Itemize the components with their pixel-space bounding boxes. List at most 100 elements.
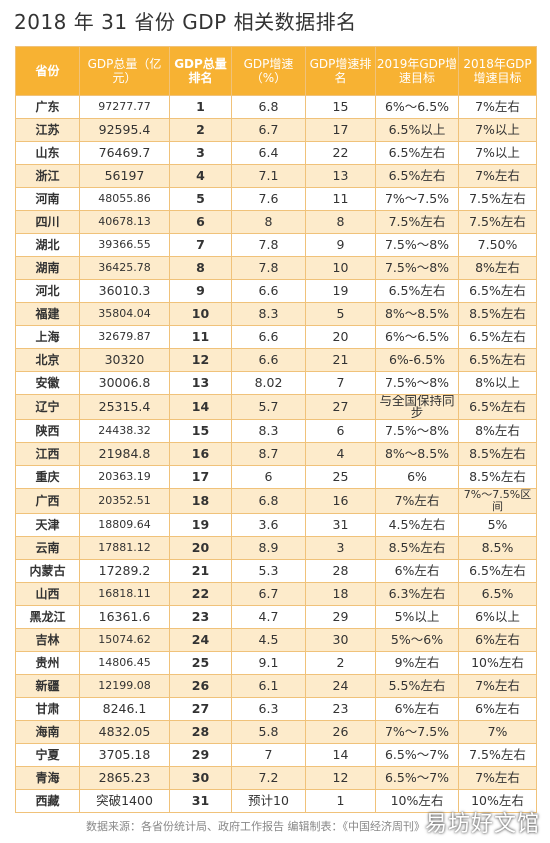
cell-gdp-rank: 18 (169, 488, 232, 514)
cell-target-2019: 6%左右 (375, 559, 459, 583)
cell-growth-rank: 13 (305, 164, 376, 188)
cell-target-2019: 6.3%左右 (375, 582, 459, 606)
cell-target-2018: 7% (458, 720, 537, 744)
table-row: 山西 16818.11 22 6.7 18 6.3%左右 6.5% (15, 582, 537, 606)
cell-growth-rank: 23 (305, 697, 376, 721)
cell-gdp-total: 30006.8 (79, 371, 170, 395)
cell-gdp-growth: 7.6 (231, 187, 306, 211)
cell-gdp-total: 24438.32 (79, 419, 170, 443)
table-row: 河北 36010.3 9 6.6 19 6.5%左右 6.5%左右 (15, 279, 537, 303)
cell-province: 广东 (15, 95, 80, 119)
cell-gdp-growth: 6.7 (231, 118, 306, 142)
cell-target-2018: 6.5%左右 (458, 279, 537, 303)
cell-gdp-rank: 27 (169, 697, 232, 721)
cell-gdp-total: 25315.4 (79, 394, 170, 420)
cell-gdp-rank: 14 (169, 394, 232, 420)
cell-target-2019: 6.5%～7% (375, 743, 459, 767)
cell-target-2018: 7%以上 (458, 141, 537, 165)
cell-gdp-rank: 3 (169, 141, 232, 165)
cell-gdp-rank: 2 (169, 118, 232, 142)
cell-gdp-growth: 7.8 (231, 233, 306, 257)
cell-target-2019: 7.5%～8% (375, 233, 459, 257)
cell-target-2019: 5.5%左右 (375, 674, 459, 698)
cell-growth-rank: 7 (305, 371, 376, 395)
cell-growth-rank: 4 (305, 442, 376, 466)
cell-target-2018: 7%左右 (458, 164, 537, 188)
cell-target-2018: 7%左右 (458, 766, 537, 790)
cell-province: 上海 (15, 325, 80, 349)
cell-gdp-total: 12199.08 (79, 674, 170, 698)
cell-target-2019: 7%～7.5% (375, 187, 459, 211)
cell-gdp-total: 4832.05 (79, 720, 170, 744)
table-row: 陕西 24438.32 15 8.3 6 7.5%～8% 8%左右 (15, 419, 537, 443)
cell-gdp-total: 92595.4 (79, 118, 170, 142)
cell-gdp-rank: 15 (169, 419, 232, 443)
cell-gdp-growth: 5.3 (231, 559, 306, 583)
cell-growth-rank: 16 (305, 488, 376, 514)
cell-target-2018: 6%左右 (458, 628, 537, 652)
cell-growth-rank: 26 (305, 720, 376, 744)
cell-growth-rank: 10 (305, 256, 376, 280)
cell-growth-rank: 6 (305, 419, 376, 443)
cell-gdp-rank: 23 (169, 605, 232, 629)
table-row: 广东 97277.77 1 6.8 15 6%～6.5% 7%左右 (15, 95, 537, 119)
cell-target-2019: 6.5%左右 (375, 279, 459, 303)
cell-target-2018: 7.5%左右 (458, 743, 537, 767)
cell-gdp-growth: 预计10 (231, 789, 306, 813)
cell-gdp-rank: 6 (169, 210, 232, 234)
cell-target-2018: 7%以上 (458, 118, 537, 142)
cell-target-2019: 8%～8.5% (375, 302, 459, 326)
cell-gdp-total: 39366.55 (79, 233, 170, 257)
cell-target-2018: 6.5%左右 (458, 394, 537, 420)
cell-gdp-rank: 5 (169, 187, 232, 211)
cell-province: 山东 (15, 141, 80, 165)
cell-province: 黑龙江 (15, 605, 80, 629)
cell-growth-rank: 2 (305, 651, 376, 675)
cell-gdp-rank: 17 (169, 465, 232, 489)
cell-gdp-growth: 8.3 (231, 419, 306, 443)
cell-gdp-total: 21984.8 (79, 442, 170, 466)
cell-target-2018: 7.50% (458, 233, 537, 257)
cell-target-2018: 10%左右 (458, 651, 537, 675)
cell-gdp-rank: 11 (169, 325, 232, 349)
table-row: 上海 32679.87 11 6.6 20 6%～6.5% 6.5%左右 (15, 325, 537, 349)
cell-gdp-rank: 13 (169, 371, 232, 395)
cell-target-2019: 8%～8.5% (375, 442, 459, 466)
cell-growth-rank: 15 (305, 95, 376, 119)
cell-target-2018: 8%左右 (458, 256, 537, 280)
cell-province: 湖北 (15, 233, 80, 257)
cell-gdp-total: 48055.86 (79, 187, 170, 211)
table-row: 安徽 30006.8 13 8.02 7 7.5%～8% 8%以上 (15, 371, 537, 395)
cell-province: 山西 (15, 582, 80, 606)
cell-province: 四川 (15, 210, 80, 234)
cell-target-2019: 4.5%左右 (375, 513, 459, 537)
cell-growth-rank: 11 (305, 187, 376, 211)
table-row: 广西 20352.51 18 6.8 16 7%左右 7%～7.5%区间 (15, 488, 537, 514)
table-row: 新疆 12199.08 26 6.1 24 5.5%左右 7%左右 (15, 674, 537, 698)
cell-province: 河北 (15, 279, 80, 303)
table-row: 天津 18809.64 19 3.6 31 4.5%左右 5% (15, 513, 537, 537)
table-row: 青海 2865.23 30 7.2 12 6.5%～7% 7%左右 (15, 766, 537, 790)
header-province: 省份 (15, 46, 80, 96)
cell-target-2019: 7.5%～8% (375, 371, 459, 395)
cell-gdp-total: 16361.6 (79, 605, 170, 629)
table-row: 甘肃 8246.1 27 6.3 23 6%左右 6%左右 (15, 697, 537, 721)
cell-province: 北京 (15, 348, 80, 372)
table-row: 河南 48055.86 5 7.6 11 7%～7.5% 7.5%左右 (15, 187, 537, 211)
cell-province: 辽宁 (15, 394, 80, 420)
cell-gdp-rank: 1 (169, 95, 232, 119)
table-row: 内蒙古 17289.2 21 5.3 28 6%左右 6.5%左右 (15, 559, 537, 583)
table-row: 贵州 14806.45 25 9.1 2 9%左右 10%左右 (15, 651, 537, 675)
cell-gdp-growth: 8.3 (231, 302, 306, 326)
table-row: 辽宁 25315.4 14 5.7 27 与全国保持同步 6.5%左右 (15, 394, 537, 420)
cell-gdp-growth: 6.3 (231, 697, 306, 721)
table-row: 湖南 36425.78 8 7.8 10 7.5%～8% 8%左右 (15, 256, 537, 280)
cell-gdp-growth: 7 (231, 743, 306, 767)
cell-gdp-total: 17289.2 (79, 559, 170, 583)
cell-province: 浙江 (15, 164, 80, 188)
table-row: 江苏 92595.4 2 6.7 17 6.5%以上 7%以上 (15, 118, 537, 142)
cell-growth-rank: 31 (305, 513, 376, 537)
cell-gdp-growth: 6.6 (231, 348, 306, 372)
table-row: 吉林 15074.62 24 4.5 30 5%～6% 6%左右 (15, 628, 537, 652)
data-source-footer: 数据来源：各省份统计局、政府工作报告 编辑制表：《中国经济周刊》 (86, 820, 425, 833)
